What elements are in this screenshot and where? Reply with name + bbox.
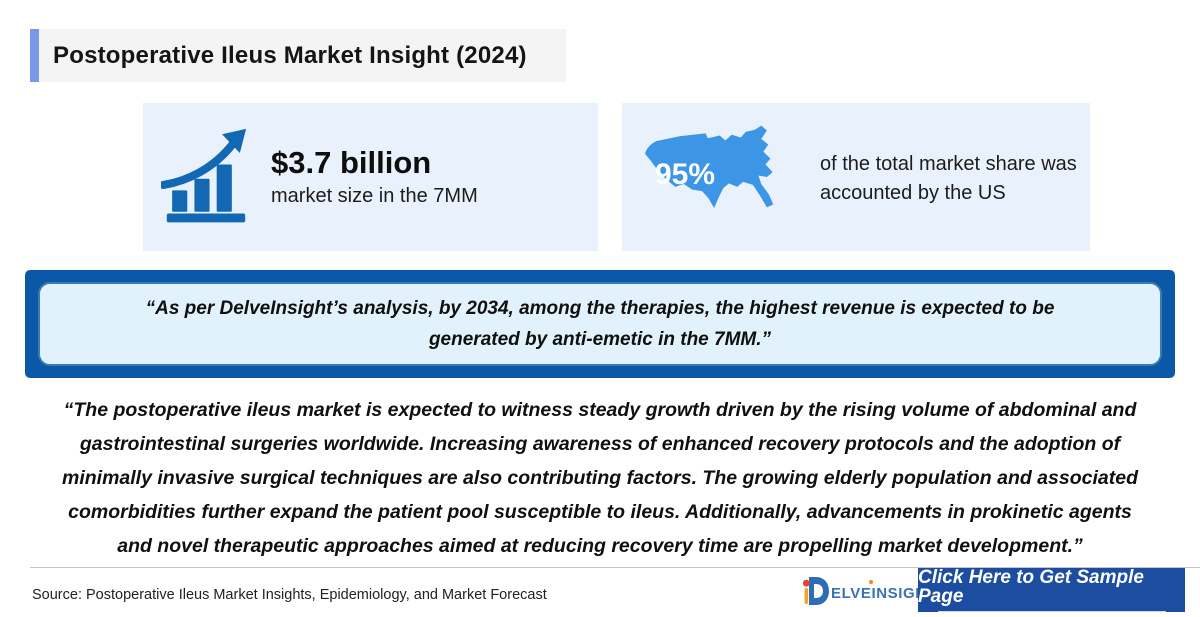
- growth-chart-icon: [161, 128, 251, 226]
- highlight-quote: “As per DelveInsight’s analysis, by 2034…: [145, 297, 1055, 350]
- delveinsight-d-icon: [803, 576, 829, 605]
- cta-underline: [937, 611, 1166, 612]
- market-size-text: $3.7 billion market size in the 7MM: [271, 146, 478, 207]
- us-share-card: 95% of the total market share was accoun…: [622, 103, 1090, 251]
- market-size-card: $3.7 billion market size in the 7MM: [143, 103, 598, 251]
- us-map-icon: 95%: [638, 117, 800, 237]
- analysis-quote: “The postoperative ileus market is expec…: [61, 399, 1138, 557]
- footer-divider: [30, 567, 1200, 568]
- highlight-banner-inner: “As per DelveInsight’s analysis, by 2034…: [38, 282, 1162, 366]
- logo-i-dot: [869, 580, 873, 584]
- page-title-bar: Postoperative Ileus Market Insight (2024…: [30, 29, 566, 82]
- delveinsight-logo[interactable]: ELVEINSIGHT: [803, 574, 937, 608]
- get-sample-page-button[interactable]: Click Here to Get Sample Page: [918, 568, 1185, 612]
- logo-wordmark: ELVEINSIGHT: [831, 584, 937, 602]
- page-title: Postoperative Ileus Market Insight (2024…: [53, 41, 527, 69]
- source-text: Source: Postoperative Ileus Market Insig…: [32, 587, 547, 603]
- market-size-value: $3.7 billion: [271, 145, 432, 181]
- cta-label: Click Here to Get Sample Page: [918, 567, 1144, 607]
- highlight-banner: “As per DelveInsight’s analysis, by 2034…: [25, 270, 1175, 378]
- market-size-label: market size in the 7MM: [271, 184, 478, 207]
- us-share-value: 95%: [655, 158, 716, 191]
- us-share-label: of the total market share was accounted …: [820, 153, 1077, 204]
